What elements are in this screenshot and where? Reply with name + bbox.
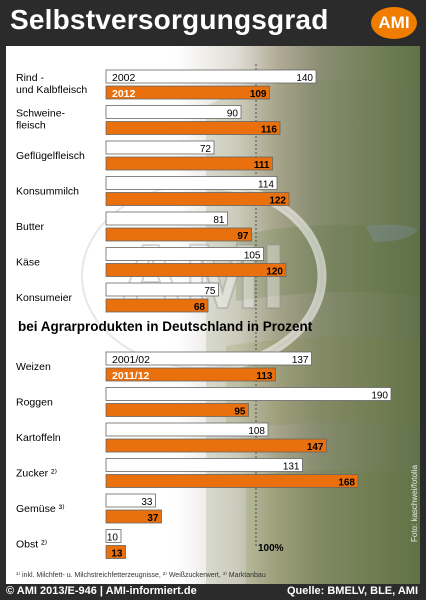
data-label: 37: [147, 513, 159, 524]
photo-credit: Foto: kaschwei/fotolia: [410, 465, 419, 542]
series-label: 2011/12: [112, 370, 150, 382]
data-label: 113: [256, 371, 273, 382]
ami-logo: AMI: [371, 7, 417, 39]
bar-recent: [105, 192, 290, 206]
data-label: 131: [283, 462, 300, 473]
data-label: 147: [307, 442, 324, 453]
reference-line-100: 100%: [255, 64, 284, 554]
data-label: 90: [227, 109, 239, 120]
data-label: 109: [250, 89, 267, 100]
data-label: 116: [261, 125, 278, 136]
bar-earlier: [105, 529, 122, 543]
category-label: Gemüse ³⁾: [16, 503, 65, 515]
data-label: 81: [213, 215, 225, 226]
data-label: 97: [237, 231, 249, 242]
footer-source: Quelle: BMELV, BLE, AMI: [287, 585, 418, 597]
bar-earlier: [105, 351, 312, 366]
bar-recent: [105, 403, 249, 417]
bar-earlier: [105, 422, 269, 437]
category-label: Butter: [16, 221, 45, 233]
data-label: 120: [266, 267, 283, 278]
bar-earlier: [105, 247, 264, 261]
category-label: Konsumeier: [16, 292, 73, 304]
category-label: Schweine-fleisch: [16, 108, 66, 132]
category-label: Kartoffeln: [16, 432, 61, 444]
data-label: 168: [338, 478, 355, 489]
data-label: 111: [254, 160, 270, 171]
bar-earlier: [105, 387, 392, 401]
bar-earlier: [105, 176, 278, 190]
category-label: Obst ²⁾: [16, 539, 48, 551]
page-title: Selbstversorgungsgrad: [10, 4, 329, 35]
bar-recent: [105, 227, 252, 242]
bar-recent: [105, 367, 276, 382]
category-label: Weizen: [16, 361, 51, 373]
bar-recent: [105, 474, 359, 488]
category-label: Zucker ²⁾: [16, 468, 58, 480]
bar-recent: [105, 545, 126, 559]
data-label: 114: [258, 180, 274, 191]
data-label: 10: [107, 533, 119, 544]
bar-recent: [105, 156, 273, 171]
series-label: 2001/02: [112, 354, 150, 366]
category-label: Konsummilch: [16, 186, 79, 198]
plot-area: Rind -und Kalbfleisch 140 2002 109 2012 Schwe…: [16, 69, 392, 560]
footer-copyright: © AMI 2013/E-946 | AMI-informiert.de: [6, 585, 197, 597]
bar-earlier: [105, 493, 156, 508]
data-label: 140: [296, 73, 313, 84]
data-label: 68: [194, 302, 206, 313]
series-label: 2012: [112, 88, 136, 100]
data-label: 75: [204, 286, 216, 297]
bar-earlier: [105, 69, 317, 84]
data-label: 72: [200, 144, 212, 155]
data-label: 95: [234, 407, 246, 418]
data-label: 13: [111, 549, 123, 560]
bar-earlier: [105, 140, 215, 155]
data-label: 105: [244, 251, 261, 262]
data-label: 137: [292, 355, 309, 366]
bar-recent: [105, 85, 270, 100]
bar-earlier: [105, 282, 219, 297]
data-label: 122: [269, 196, 286, 207]
bar-recent: [105, 298, 209, 313]
bar-earlier: [105, 211, 228, 226]
bar-recent: [105, 263, 287, 277]
category-label: Rind -und Kalbfleisch: [16, 72, 87, 96]
bar-recent: [105, 438, 327, 453]
footer: © AMI 2013/E-946 | AMI-informiert.de Que…: [0, 584, 426, 600]
data-label: 33: [141, 497, 153, 508]
series-label: 2002: [112, 72, 136, 84]
bar-chart: AMI 100% Rind -und Kalbfleisch1402002109…: [16, 64, 392, 579]
bar-earlier: [105, 105, 242, 119]
bar-recent: [105, 121, 281, 135]
category-label: Geflügelfleisch: [16, 150, 85, 162]
data-label: 108: [248, 426, 265, 437]
footnote: ¹⁾ inkl. Milchfett- u. Milchstreichfette…: [16, 571, 266, 579]
category-label: Käse: [16, 257, 40, 269]
category-label: Roggen: [16, 397, 53, 409]
chart-subtitle: bei Agrarprodukten in Deutschland in Pro…: [18, 319, 313, 334]
reference-line-label: 100%: [258, 543, 284, 554]
bar-recent: [105, 509, 162, 524]
bar-earlier: [105, 458, 303, 472]
data-label: 190: [371, 391, 388, 402]
